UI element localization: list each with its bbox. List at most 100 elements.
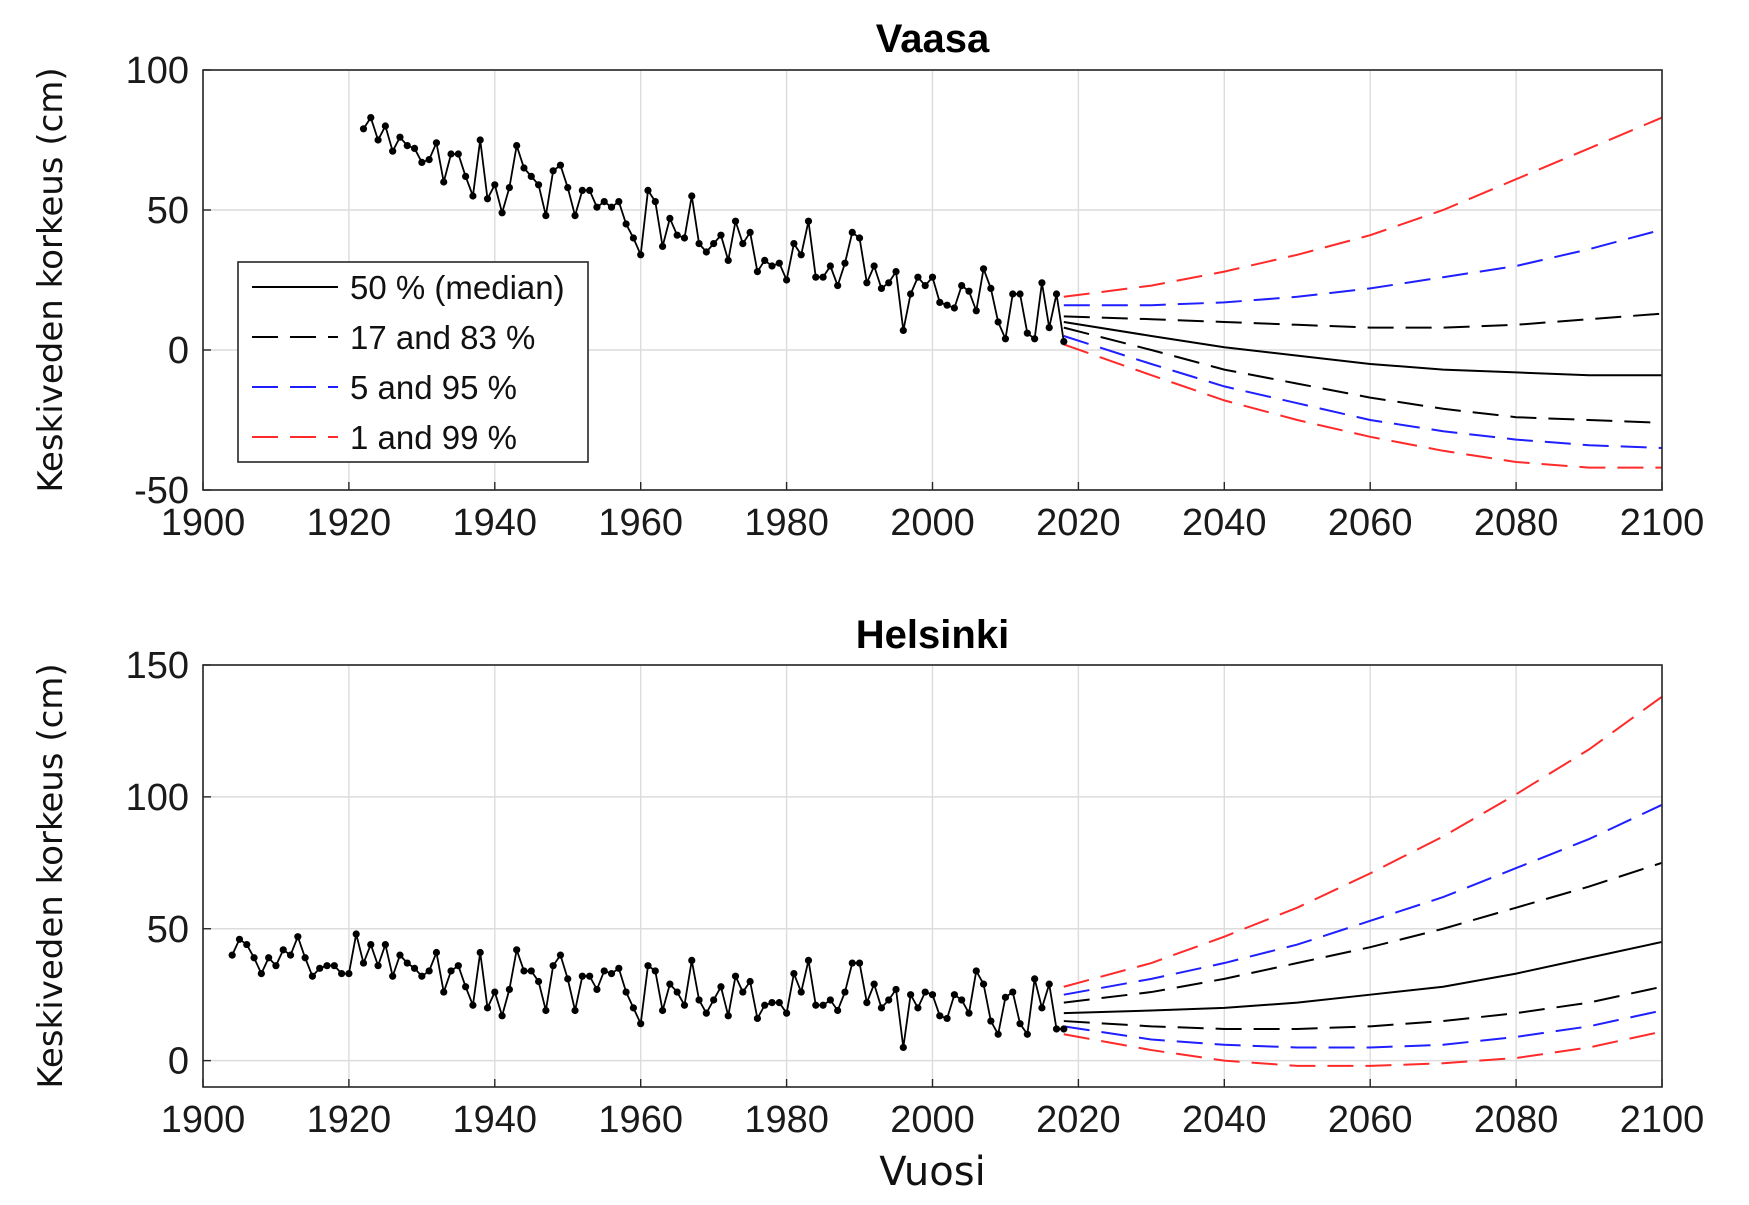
vaasa-observed-point [425,156,433,164]
legend-label: 17 and 83 % [350,319,535,356]
vaasa-observed-point [520,164,528,172]
helsinki-xtick-label: 1900 [161,1099,246,1141]
helsinki-observed-point [797,988,805,996]
helsinki-observed-point [1031,975,1039,983]
helsinki-observed-point [855,959,864,967]
vaasa-ylabel: Keskiveden korkeus (cm) [31,67,71,492]
helsinki-observed-point [629,1004,638,1012]
vaasa-observed-point [673,231,681,239]
helsinki-observed-point [1045,980,1053,988]
helsinki-xtick-label: 2020 [1036,1099,1121,1141]
vaasa-observed-point [804,217,813,225]
vaasa-observed-point [943,301,951,309]
helsinki-observed-point [885,996,893,1004]
helsinki-observed-point [265,954,273,962]
helsinki-observed-point [352,930,360,938]
vaasa-observed-point [921,282,929,290]
helsinki-ylabel: Keskiveden korkeus (cm) [31,663,71,1088]
helsinki-observed-point [819,1001,827,1009]
helsinki-observed-point [790,969,798,978]
vaasa-observed-point [826,262,834,270]
helsinki-observed-point [753,1014,762,1023]
helsinki-observed-point [294,933,302,941]
helsinki-observed-point [666,980,674,988]
vaasa-observed-point [469,192,477,200]
vaasa-observed-point [892,268,900,276]
vaasa-observed-point [746,228,754,236]
helsinki-xtick-label: 1980 [744,1099,829,1141]
x-axis-label: Vuosi [879,1149,985,1195]
helsinki-observed-point [717,983,725,991]
vaasa-observed-point [389,147,397,155]
helsinki-observed-point [250,954,258,962]
helsinki-observed-point [994,1030,1002,1038]
vaasa-observed-point [498,209,506,217]
vaasa-xtick-label: 2060 [1328,502,1413,544]
helsinki-observed-point [447,967,455,975]
helsinki-observed-point [673,988,681,996]
helsinki-observed-point [987,1017,995,1025]
vaasa-projection-17 [1063,326,1663,424]
helsinki-projection-5 [1063,1009,1663,1049]
vaasa-observed-point [695,240,703,248]
vaasa-observed-point [542,212,550,220]
helsinki-observed-point [812,1001,820,1009]
vaasa-panel: 1900 1920 1940 1960 1980 2000 2020 2040 2060 2080… [31,17,1704,544]
legend: 50 % (median) 17 and 83 % 5 and 95 % 1 and … [237,261,589,463]
helsinki-observed-point [586,972,594,980]
helsinki-observed-point [783,1009,791,1017]
helsinki-observed-point [600,967,608,975]
vaasa-observed-point [710,240,718,248]
vaasa-observed-point [476,136,484,144]
vaasa-observed-point [403,142,411,150]
vaasa-observed-point [1060,338,1068,346]
helsinki-ytick-label: 150 [126,645,189,687]
vaasa-observed-point [418,158,426,166]
vaasa-xtick-label: 2040 [1182,502,1267,544]
helsinki-observed-point [549,962,557,970]
vaasa-observed-point [688,192,696,200]
vaasa-observed-point [979,265,988,273]
helsinki-observed-point [534,977,543,986]
helsinki-observed-point [972,967,980,975]
vaasa-observed-point [702,248,710,256]
helsinki-xtick-label: 2060 [1328,1099,1413,1141]
legend-box [237,261,589,463]
vaasa-observed-point [586,186,594,194]
vaasa-observed-point [600,198,608,206]
vaasa-xtick-label: 1900 [161,502,246,544]
helsinki-observed-point [235,935,244,943]
helsinki-observed-point [804,956,813,965]
helsinki-observed-point [381,940,389,949]
helsinki-observed-point [308,972,317,980]
helsinki-observed-point [345,969,353,978]
helsinki-observed-point [243,940,251,949]
helsinki-observed-point [936,1012,944,1020]
vaasa-observed-point [359,125,368,133]
vaasa-observed-point [666,214,674,222]
helsinki-observed-point [1001,993,1010,1001]
helsinki-observed-point [578,972,586,980]
helsinki-observed-point [899,1043,907,1052]
helsinki-observed-point [410,964,419,972]
vaasa-observed-point [527,172,535,180]
vaasa-observed-point [1045,324,1053,332]
helsinki-observed-point [724,1012,732,1020]
vaasa-observed-point [1031,335,1039,343]
vaasa-observed-point [593,203,601,211]
helsinki-observed-point [607,969,616,978]
vaasa-observed-point [855,234,864,242]
helsinki-observed-point [462,983,470,991]
helsinki-observed-point [359,959,368,967]
vaasa-observed-point [724,256,732,264]
vaasa-projection-83 [1063,312,1663,329]
vaasa-observed-point [965,287,973,295]
helsinki-observed-point [425,967,433,975]
helsinki-observed-point [520,967,528,975]
helsinki-observed-point [870,980,878,988]
vaasa-ytick-label: 100 [126,50,189,92]
vaasa-observed-point [914,273,922,281]
helsinki-observed-point [761,1001,769,1009]
helsinki-observed-point [469,1001,477,1009]
helsinki-xtick-label: 1940 [453,1099,538,1141]
